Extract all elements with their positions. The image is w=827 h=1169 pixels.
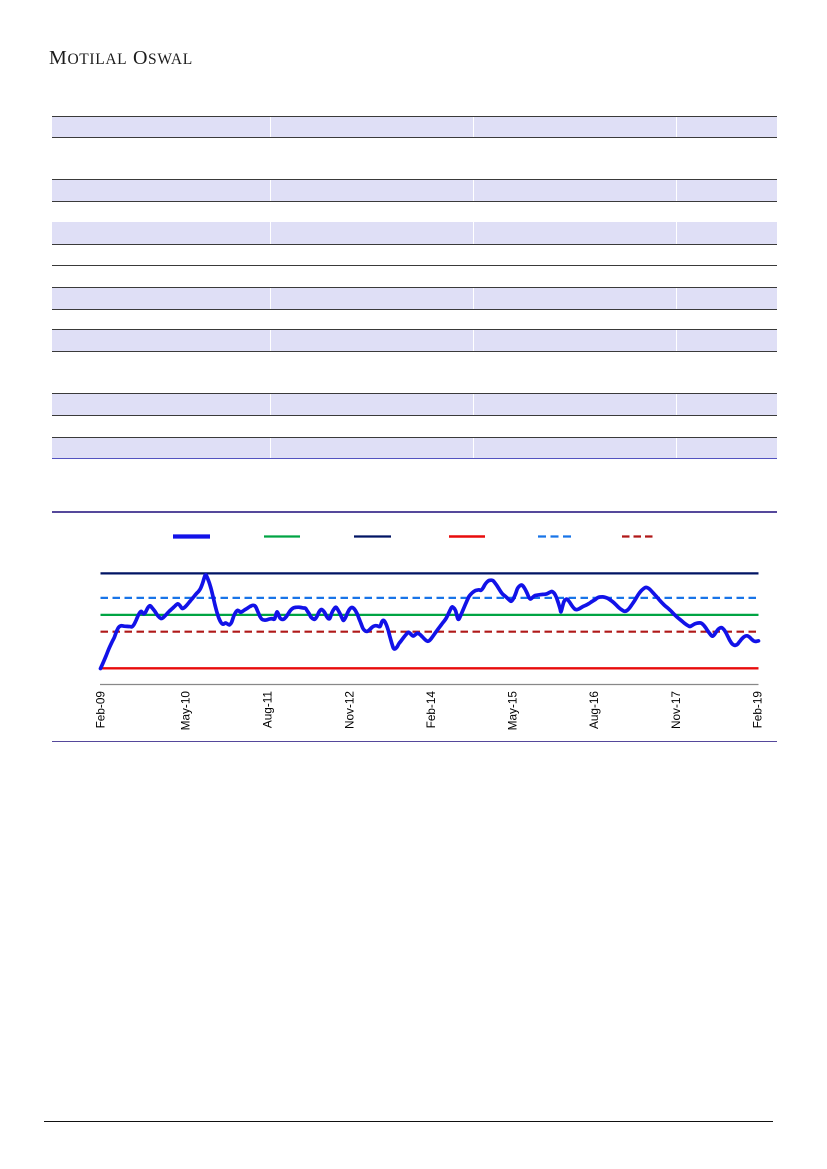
- svg-text:Feb-09: Feb-09: [94, 691, 108, 728]
- svg-text:Nov-17: Nov-17: [669, 691, 683, 729]
- svg-text:May-15: May-15: [506, 691, 520, 731]
- svg-text:Feb-19: Feb-19: [750, 691, 764, 728]
- svg-text:Aug-11: Aug-11: [261, 691, 275, 728]
- svg-text:Nov-12: Nov-12: [342, 691, 356, 729]
- svg-text:Aug-16: Aug-16: [587, 691, 601, 729]
- svg-text:Feb-14: Feb-14: [424, 691, 438, 729]
- svg-text:May-10: May-10: [179, 691, 193, 731]
